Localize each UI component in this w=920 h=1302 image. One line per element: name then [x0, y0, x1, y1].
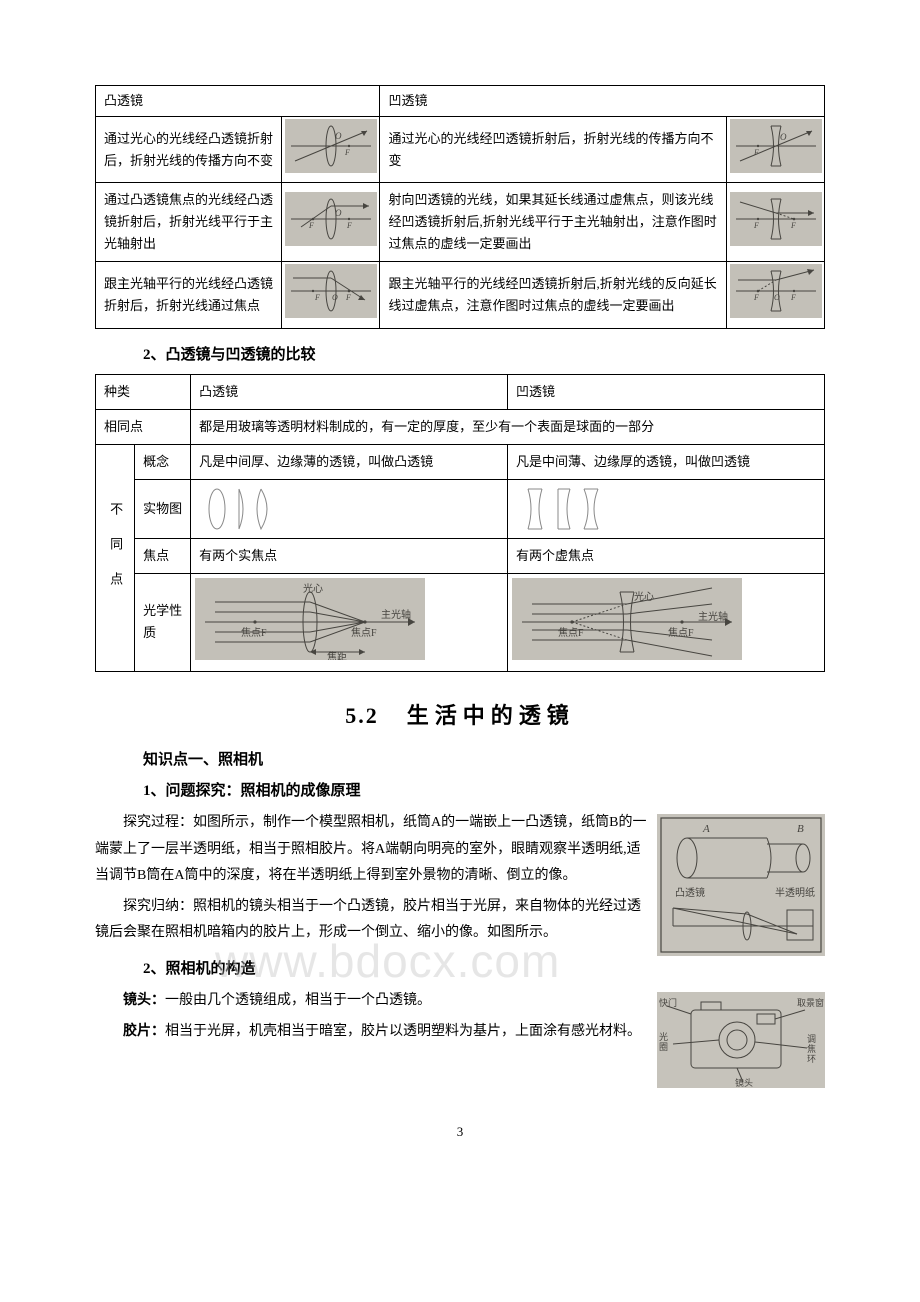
svg-text:环: 环 — [807, 1054, 816, 1064]
svg-text:O: O — [332, 293, 338, 302]
svg-text:B: B — [797, 823, 804, 835]
svg-text:主光轴: 主光轴 — [698, 610, 728, 623]
svg-text:A: A — [702, 823, 710, 835]
t2-diff-label-text: 不同点 — [104, 502, 126, 607]
t2-row-shape-left — [191, 479, 508, 538]
page-number: 3 — [95, 1124, 825, 1140]
t2-row-focus-label: 焦点 — [135, 538, 191, 573]
t1-head-left: 凸透镜 — [96, 86, 380, 117]
svg-text:光: 光 — [659, 1031, 668, 1042]
convex-parallel-icon: F F O — [285, 264, 377, 318]
svg-text:F: F — [344, 148, 350, 157]
svg-text:F: F — [790, 221, 796, 230]
concave-focus-icon: F F — [730, 192, 822, 246]
t2-same-text: 都是用玻璃等透明材料制成的，有一定的厚度，至少有一个表面是球面的一部分 — [191, 409, 825, 444]
svg-text:主光轴: 主光轴 — [381, 608, 411, 621]
document-page: 凸透镜 凹透镜 通过光心的光线经凸透镜折射后，折射光线的传播方向不变 O F — [0, 0, 920, 1180]
t2-same-label: 相同点 — [96, 409, 191, 444]
t1-head-right: 凹透镜 — [380, 86, 825, 117]
svg-text:F: F — [314, 293, 320, 302]
t2-row-optic-left: 光心 主光轴 焦点F 焦点F 焦距 — [191, 573, 508, 671]
concave-center-icon: O F — [730, 119, 822, 173]
svg-text:光心: 光心 — [634, 590, 654, 603]
section-5-2-title: 5.2 生活中的透镜 — [95, 698, 825, 730]
t1-r1-left-diag: O F — [282, 117, 380, 183]
p3-text: 一般由几个透镜组成，相当于一个凸透镜。 — [165, 993, 431, 1008]
t1-r3-left-text: 跟主光轴平行的光线经凸透镜折射后，折射光线通过焦点 — [96, 262, 282, 328]
t2-row-concept-left: 凡是中间厚、边缘薄的透镜，叫做凸透镜 — [191, 444, 508, 479]
svg-text:F: F — [345, 293, 351, 302]
concave-optic-icon: 光心 主光轴 焦点F 焦点F — [512, 578, 742, 660]
lens-rays-table: 凸透镜 凹透镜 通过光心的光线经凸透镜折射后，折射光线的传播方向不变 O F — [95, 85, 825, 329]
t2-diff-label: 不同点 — [96, 444, 135, 671]
svg-text:焦点F: 焦点F — [558, 626, 584, 639]
svg-text:F: F — [346, 221, 352, 230]
section-name: 生活中的透镜 — [407, 703, 575, 728]
p4-label: 胶片： — [123, 1024, 165, 1039]
t1-r1-right-text: 通过光心的光线经凹透镜折射后，折射光线的传播方向不变 — [380, 117, 727, 183]
svg-text:取景窗: 取景窗 — [797, 997, 824, 1008]
svg-text:圈: 圈 — [659, 1042, 668, 1052]
t2-row-concept-label: 概念 — [135, 444, 191, 479]
t2-row-focus-right: 有两个虚焦点 — [508, 538, 825, 573]
svg-text:半透明纸: 半透明纸 — [775, 886, 815, 899]
t1-r2-left-text: 通过凸透镜焦点的光线经凸透镜折射后，折射光线平行于主光轴射出 — [96, 183, 282, 262]
svg-text:焦: 焦 — [807, 1043, 816, 1054]
svg-text:镜头: 镜头 — [735, 1077, 753, 1088]
p4-text: 相当于光屏，机壳相当于暗室，胶片以透明塑料为基片，上面涂有感光材料。 — [165, 1024, 641, 1039]
convex-optic-icon: 光心 主光轴 焦点F 焦点F 焦距 — [195, 578, 425, 660]
t2-row-concept-right: 凡是中间薄、边缘厚的透镜，叫做凹透镜 — [508, 444, 825, 479]
svg-text:焦点F: 焦点F — [668, 626, 694, 639]
t1-r3-right-diag: F F O — [727, 262, 825, 328]
t1-r3-right-text: 跟主光轴平行的光线经凹透镜折射后,折射光线的反向延长线过虚焦点，注意作图时过焦点… — [380, 262, 727, 328]
t2-head-concave: 凹透镜 — [508, 374, 825, 409]
svg-text:焦点F: 焦点F — [241, 626, 267, 639]
concave-parallel-icon: F F O — [730, 264, 822, 318]
svg-text:焦距: 焦距 — [327, 650, 347, 660]
t2-row-shape-right — [508, 479, 825, 538]
t1-r1-right-diag: O F — [727, 117, 825, 183]
svg-text:焦点F: 焦点F — [351, 626, 377, 639]
camera-structure-figure: 快门 光圈 取景窗 调焦环 镜头 — [657, 992, 825, 1088]
svg-text:O: O — [335, 131, 342, 141]
p3-label: 镜头： — [123, 993, 165, 1008]
svg-text:F: F — [753, 293, 759, 302]
svg-text:F: F — [753, 148, 759, 157]
svg-text:O: O — [335, 208, 342, 218]
t1-r2-right-text: 射向凹透镜的光线，如果其延长线通过虚焦点，则该光线经凹透镜折射后,折射光线平行于… — [380, 183, 727, 262]
t2-row-optic-right: 光心 主光轴 焦点F 焦点F — [508, 573, 825, 671]
t2-head-convex: 凸透镜 — [191, 374, 508, 409]
svg-text:O: O — [780, 132, 787, 142]
svg-text:O: O — [774, 293, 780, 302]
svg-text:F: F — [790, 293, 796, 302]
svg-text:光心: 光心 — [303, 582, 323, 595]
lens-compare-table: 种类 凸透镜 凹透镜 相同点 都是用玻璃等透明材料制成的，有一定的厚度，至少有一… — [95, 374, 825, 672]
concave-shapes-icon — [516, 486, 626, 532]
svg-text:快门: 快门 — [659, 997, 677, 1008]
t2-head-kind: 种类 — [96, 374, 191, 409]
convex-center-icon: O F — [285, 119, 377, 173]
t2-row-shape-label: 实物图 — [135, 479, 191, 538]
section-number: 5.2 — [345, 703, 379, 728]
svg-text:F: F — [308, 221, 314, 230]
svg-text:凸透镜: 凸透镜 — [675, 886, 705, 899]
t1-r2-right-diag: F F — [727, 183, 825, 262]
svg-text:F: F — [753, 221, 759, 230]
t2-row-focus-left: 有两个实焦点 — [191, 538, 508, 573]
t2-row-optic-label: 光学性质 — [135, 573, 191, 671]
kp1-heading: 知识点一、照相机 — [143, 748, 825, 769]
q1-heading: 1、问题探究：照相机的成像原理 — [143, 779, 825, 800]
model-camera-figure: A B 凸透镜 半透明纸 — [657, 814, 825, 956]
t1-r1-left-text: 通过光心的光线经凸透镜折射后，折射光线的传播方向不变 — [96, 117, 282, 183]
t1-r3-left-diag: F F O — [282, 262, 380, 328]
convex-focus-icon: F O F — [285, 192, 377, 246]
compare-heading: 2、凸透镜与凹透镜的比较 — [143, 343, 825, 364]
t1-r2-left-diag: F O F — [282, 183, 380, 262]
q2-heading: 2、照相机的构造 — [143, 957, 825, 978]
svg-text:调: 调 — [807, 1034, 816, 1044]
convex-shapes-icon — [199, 486, 309, 532]
